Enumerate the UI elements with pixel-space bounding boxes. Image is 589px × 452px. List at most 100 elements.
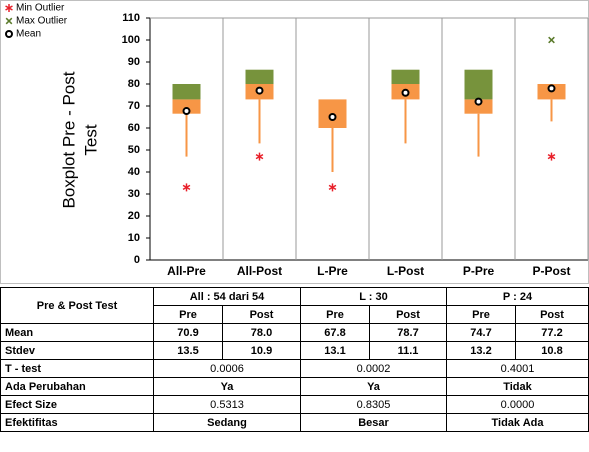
table-row: Efektifitas Sedang Besar Tidak Ada: [0, 413, 589, 432]
y-tick-label: 110: [122, 12, 140, 24]
mean-marker: [182, 107, 191, 116]
sub-header: Pre: [300, 305, 370, 324]
cell: Tidak Ada: [446, 413, 589, 432]
sub-header: Pre: [446, 305, 516, 324]
cell: Sedang: [153, 413, 301, 432]
table-row: T - test 0.0006 0.0002 0.4001: [0, 359, 589, 378]
sub-header: Post: [222, 305, 301, 324]
x-tick-label: P-Post: [532, 264, 570, 278]
legend-label: Min Outlier: [16, 3, 65, 14]
table-row: Pre Post Pre Post Pre Post: [1, 305, 589, 324]
y-tick-label: 20: [128, 210, 140, 222]
star-stroke: [5, 5, 13, 11]
legend-label: Max Outlier: [16, 16, 68, 27]
max-outlier: [548, 36, 555, 44]
min-outlier: [547, 152, 556, 161]
cell: 13.5: [153, 341, 223, 360]
min-outlier: [328, 183, 337, 192]
y-tick-label: 70: [128, 100, 140, 112]
table-row: Mean 70.9 78.0 67.8 78.7 74.7 77.2: [0, 323, 589, 342]
star-stroke: [328, 184, 337, 191]
min-outlier: [255, 152, 264, 161]
cell: 78.0: [222, 323, 301, 342]
x-tick-label: All-Post: [237, 264, 282, 278]
x-tick-label: P-Pre: [463, 264, 495, 278]
group-header: All : 54 dari 54: [153, 287, 301, 306]
x-tick-label: L-Pre: [317, 264, 348, 278]
star-stroke: [547, 153, 556, 160]
legend-symbol: [5, 30, 13, 38]
cell: 11.1: [369, 341, 447, 360]
corner-header: Pre & Post Test: [0, 287, 154, 324]
min-outlier: [182, 183, 191, 192]
cell: 0.0000: [446, 395, 589, 414]
cell: 10.9: [222, 341, 301, 360]
star-stroke: [182, 184, 191, 191]
y-tick-label: 30: [128, 188, 140, 200]
legend-symbol: [5, 17, 13, 25]
x-tick-label: All-Pre: [167, 264, 206, 278]
cell: Ya: [153, 377, 301, 396]
row-label: Ada Perubahan: [0, 377, 154, 396]
y-axis-label: Boxplot Pre - Post: [59, 71, 78, 208]
cell: 10.8: [515, 341, 589, 360]
upper-box: [464, 69, 493, 100]
stats-table: Pre & Post Test All : 54 dari 54 L : 30 P :…: [0, 287, 589, 432]
cell: 78.7: [369, 323, 447, 342]
table-row: Pre & Post Test All : 54 dari 54 L : 30 P :…: [0, 287, 589, 324]
sub-header: Pre: [153, 305, 223, 324]
cell: 0.8305: [300, 395, 447, 414]
cell: 67.8: [300, 323, 370, 342]
lower-box: [172, 99, 201, 114]
cell: 13.1: [300, 341, 370, 360]
cell: 70.9: [153, 323, 223, 342]
sub-header: Post: [515, 305, 589, 324]
cell: 77.2: [515, 323, 589, 342]
table-row: Stdev 13.5 10.9 13.1 11.1 13.2 10.8: [0, 341, 589, 360]
star-stroke: [548, 36, 555, 44]
y-tick-label: 50: [128, 144, 140, 156]
star-stroke: [5, 17, 13, 25]
table-row: Efect Size 0.5313 0.8305 0.0000: [0, 395, 589, 414]
row-label: Efektifitas: [0, 413, 154, 432]
cell: Besar: [300, 413, 447, 432]
y-tick-label: 40: [128, 166, 140, 178]
x-tick-label: L-Post: [387, 264, 424, 278]
cell: Tidak: [446, 377, 589, 396]
row-label: Mean: [0, 323, 154, 342]
mean-marker: [547, 84, 556, 93]
chart-frame: [0, 0, 589, 284]
cell: 0.5313: [153, 395, 301, 414]
mean-marker: [328, 113, 337, 121]
y-tick-label: 90: [128, 56, 140, 68]
y-tick-label: 60: [128, 122, 140, 134]
cell: 0.0002: [300, 359, 447, 378]
row-label: Stdev: [0, 341, 154, 360]
y-tick-label: 80: [128, 78, 140, 90]
cell: 74.7: [446, 323, 516, 342]
upper-box: [245, 69, 274, 84]
y-axis-label: Test: [81, 124, 100, 155]
mean-marker: [474, 97, 483, 106]
group-header: L : 30: [300, 287, 447, 306]
star-stroke: [255, 153, 264, 160]
cell: 13.2: [446, 341, 516, 360]
mean-marker: [401, 88, 410, 97]
cell: 0.0006: [153, 359, 301, 378]
sub-header: Post: [369, 305, 447, 324]
cell: 0.4001: [446, 359, 589, 378]
y-tick-label: 10: [128, 232, 140, 244]
legend-symbol: [5, 4, 13, 12]
chart: 0 10 20 30 40 50 60 70 80 90 100 110 Boxplot Pre - P…: [0, 0, 589, 284]
lower-box: [464, 99, 493, 114]
upper-box: [172, 84, 201, 100]
row-label: T - test: [0, 359, 154, 378]
row-label: Efect Size: [0, 395, 154, 414]
mean-marker: [255, 86, 264, 95]
table-row: Ada Perubahan Ya Ya Tidak: [0, 377, 589, 396]
upper-box: [391, 69, 420, 84]
legend-label: Mean: [16, 29, 41, 40]
cell: Ya: [300, 377, 447, 396]
group-header: P : 24: [446, 287, 589, 306]
